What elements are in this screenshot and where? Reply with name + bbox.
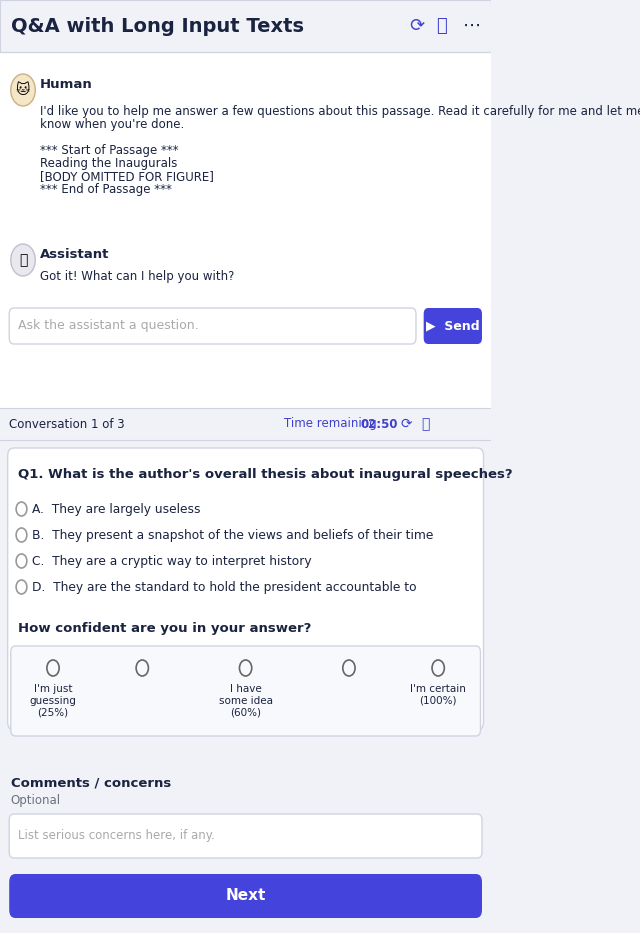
Bar (0, 408, 492, 440)
Text: Human: Human (40, 78, 93, 91)
Text: Next: Next (225, 888, 266, 903)
Text: *** Start of Passage ***: *** Start of Passage *** (40, 144, 179, 157)
Text: Time remaining: Time remaining (284, 417, 380, 430)
Text: Reading the Inaugurals: Reading the Inaugurals (40, 157, 177, 170)
Text: B.  They present a snapshot of the views and beliefs of their time: B. They present a snapshot of the views … (32, 528, 434, 541)
Text: ⟳: ⟳ (401, 417, 413, 431)
Text: [BODY OMITTED FOR FIGURE]: [BODY OMITTED FOR FIGURE] (40, 170, 214, 183)
Circle shape (11, 244, 35, 276)
Text: *** End of Passage ***: *** End of Passage *** (40, 183, 172, 196)
FancyBboxPatch shape (9, 814, 482, 858)
Text: Optional: Optional (11, 794, 61, 807)
FancyBboxPatch shape (9, 308, 416, 344)
Text: I'd like you to help me answer a few questions about this passage. Read it caref: I'd like you to help me answer a few que… (40, 105, 640, 118)
Text: Comments / concerns: Comments / concerns (11, 776, 171, 789)
Text: Got it! What can I help you with?: Got it! What can I help you with? (40, 270, 234, 283)
Text: know when you're done.: know when you're done. (40, 118, 184, 131)
Text: ⓘ: ⓘ (436, 17, 447, 35)
Text: D.  They are the standard to hold the president accountable to: D. They are the standard to hold the pre… (32, 580, 417, 593)
Text: List serious concerns here, if any.: List serious concerns here, if any. (19, 829, 215, 842)
Text: A.  They are largely useless: A. They are largely useless (32, 503, 201, 516)
Text: I have
some idea
(60%): I have some idea (60%) (219, 684, 273, 717)
Text: 🐱: 🐱 (16, 83, 30, 97)
Text: Conversation 1 of 3: Conversation 1 of 3 (9, 417, 125, 430)
Text: I'm certain
(100%): I'm certain (100%) (410, 684, 466, 705)
Text: Ask the assistant a question.: Ask the assistant a question. (19, 319, 199, 332)
Text: 02:50: 02:50 (361, 417, 398, 430)
Text: C.  They are a cryptic way to interpret history: C. They are a cryptic way to interpret h… (32, 554, 312, 567)
Text: ⓘ: ⓘ (422, 417, 430, 431)
Text: Q&A with Long Input Texts: Q&A with Long Input Texts (11, 17, 304, 35)
Text: 🤖: 🤖 (19, 253, 28, 267)
Text: ⟳: ⟳ (409, 17, 424, 35)
Bar (0, 52, 492, 412)
Bar (0, 0, 492, 52)
Text: ⋯: ⋯ (463, 17, 481, 35)
FancyBboxPatch shape (9, 874, 482, 918)
Text: I'm just
guessing
(25%): I'm just guessing (25%) (29, 684, 76, 717)
Text: Q1. What is the author's overall thesis about inaugural speeches?: Q1. What is the author's overall thesis … (19, 468, 513, 481)
FancyBboxPatch shape (424, 308, 482, 344)
FancyBboxPatch shape (11, 646, 481, 736)
Circle shape (11, 74, 35, 106)
Text: ▶  Send: ▶ Send (426, 319, 479, 332)
Text: Assistant: Assistant (40, 248, 109, 261)
FancyBboxPatch shape (8, 448, 484, 730)
Text: How confident are you in your answer?: How confident are you in your answer? (19, 622, 312, 635)
